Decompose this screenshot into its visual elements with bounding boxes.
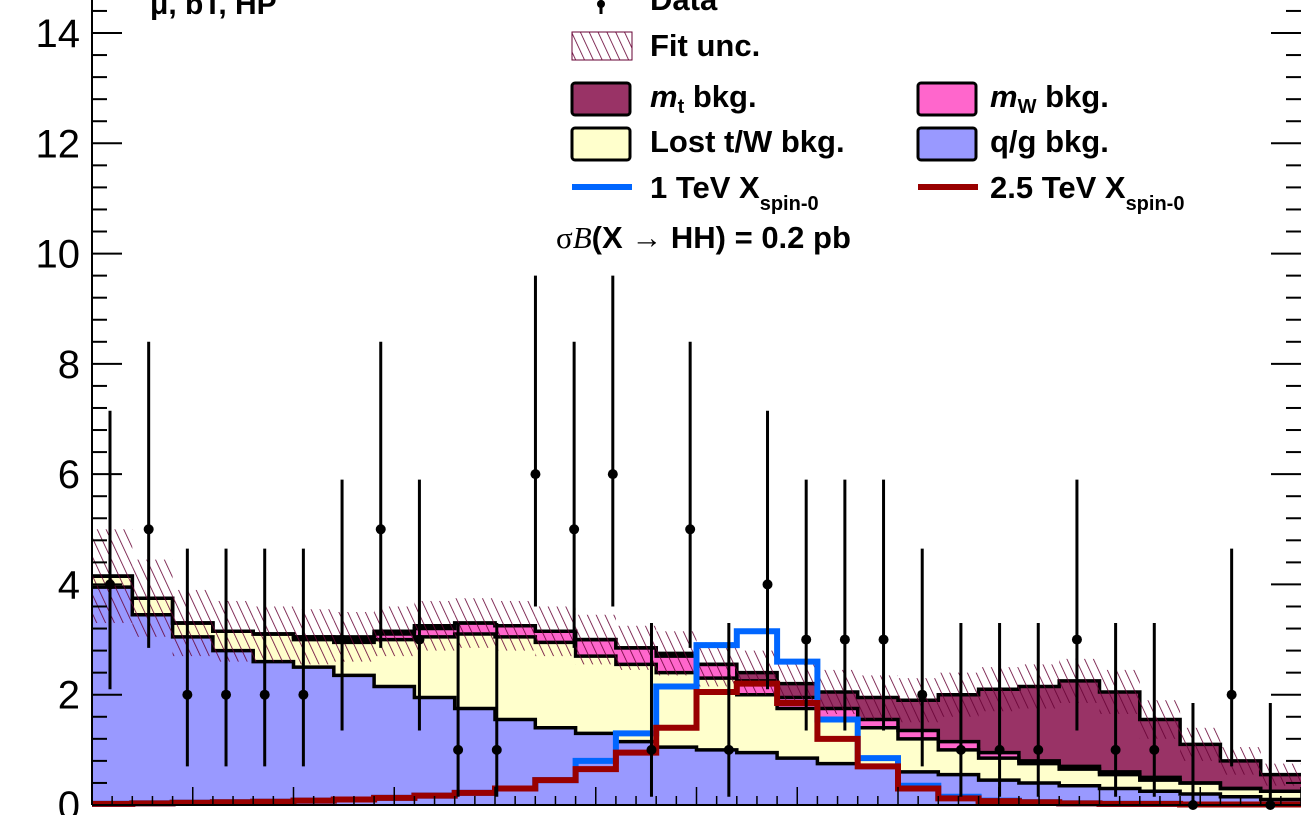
fit-unc-bin [817,669,858,715]
data-point [1226,689,1237,700]
legend-entry-qg-bkg: q/g bkg. [916,124,1109,162]
fit-unc-bin [1180,727,1221,761]
svg-text:Fit unc.: Fit unc. [650,28,760,63]
svg-text:Data: Data [650,0,718,17]
legend-entry-mw-bkg: mW bkg. [916,79,1109,118]
svg-text:1 TeV Xspin-0: 1 TeV Xspin-0 [650,170,819,215]
fit-unc-bin [696,642,737,687]
svg-text:2.5 TeV Xspin-0: 2.5 TeV Xspin-0 [990,170,1184,215]
data-point [221,689,232,700]
data-point [607,469,618,480]
y-tick-label: 12 [36,122,81,166]
axes: 0 2 4 6 8 10 12 14 [36,0,1301,815]
y-tick-label: 2 [58,674,80,718]
data-point [1033,744,1044,755]
fit-unc-bin [172,589,213,657]
legend-entry-mt-bkg: mt bkg. [570,79,757,118]
fit-unc-bin [92,529,133,624]
data-points [105,275,1276,810]
y-tick-label: 8 [58,343,80,387]
fit-unc-bin [777,661,818,706]
data-point [917,689,928,700]
data-point [878,634,889,645]
region-label: μ, bT, HP [150,0,277,21]
data-point [375,524,386,535]
fit-unc-bin [454,598,495,648]
data-point [955,744,966,755]
fit-unc-bin [1059,658,1100,703]
data-point [569,524,580,535]
fit-unc-bin [615,625,657,670]
fit-unc-bin [857,675,898,720]
legend-xsec-annotation: σB(X → HH) = 0.2 pb [556,220,851,255]
data-point [801,634,812,645]
data-point [259,689,270,700]
legend-entry-signal-1tev: 1 TeV Xspin-0 [572,170,819,215]
data-point [143,524,154,535]
data-point [646,744,657,755]
y-tick-label: 6 [58,453,80,497]
data-point [530,469,541,480]
data-point [298,689,309,700]
data-point [1071,634,1082,645]
legend-entry-data: Data [597,0,718,17]
fit-unc-bin [898,678,939,723]
legend: Data Fit unc. mt bkg. mW bkg. Lost t/W b… [556,0,1184,255]
data-point [685,524,696,535]
qg-bkg-area [92,587,1301,805]
fit-unc-bin [938,672,979,717]
svg-text:mt bkg.: mt bkg. [650,79,757,118]
fit-unc-bin [575,614,616,665]
fit-unc-bin [736,650,778,695]
fit-unc-bin [1099,669,1140,715]
fit-unc-bin [253,606,294,662]
y-tick-label: 14 [36,12,81,56]
qg-bkg-area-outline [92,585,1301,802]
data-point [994,744,1005,755]
data-point [839,634,850,645]
fit-unc-bin [132,559,173,637]
data-point [414,634,425,645]
data-point [762,579,773,590]
svg-text:σB(X → HH) = 0.2 pb: σB(X → HH) = 0.2 pb [556,220,851,255]
data-point [182,689,193,700]
legend-entry-lost-bkg: Lost t/W bkg. [570,124,845,162]
data-point [723,744,734,755]
data-point [1110,744,1121,755]
fit-unc-bin [535,606,576,657]
legend-entry-fit-unc: Fit unc. [571,28,760,63]
y-tick-label: 10 [36,233,81,277]
svg-text:mW bkg.: mW bkg. [990,79,1109,118]
svg-text:Lost t/W bkg.: Lost t/W bkg. [650,124,845,159]
fit-unc-bin [212,600,254,662]
svg-text:q/g bkg.: q/g bkg. [990,124,1109,159]
data-point [453,744,464,755]
y-tick-label: 0 [58,784,80,815]
data-point [337,634,348,645]
fit-unc-bin [1220,747,1261,775]
data-point [491,744,502,755]
fit-unc-bin [293,609,334,665]
fit-unc-bin [495,600,536,651]
data-point [1149,744,1160,755]
legend-entry-signal-2p5tev: 2.5 TeV Xspin-0 [918,170,1184,215]
fit-unc-bin [1139,700,1181,739]
y-tick-label: 4 [58,563,80,607]
